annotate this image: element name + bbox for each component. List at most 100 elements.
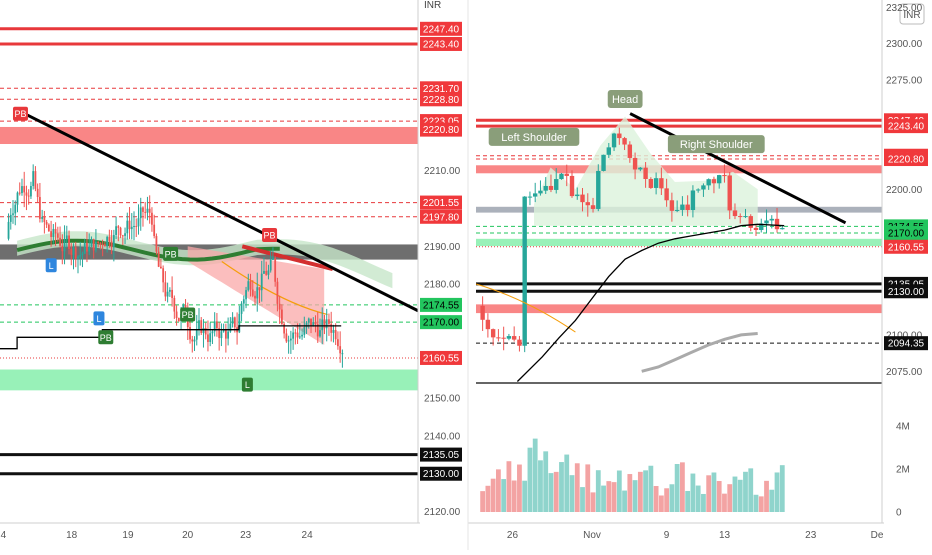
- left-candle-body-68: [159, 266, 162, 269]
- left-candle-body-14: [39, 197, 41, 219]
- left-candle-body-119: [274, 258, 277, 282]
- left-marker-label-3: L: [96, 314, 101, 324]
- right-volume-bar-1: [485, 485, 491, 512]
- left-candle-body-137: [314, 322, 317, 325]
- right-volume-bar-33: [653, 486, 659, 512]
- left-candle-body-82: [191, 339, 194, 342]
- left-candle-body-33: [81, 253, 84, 256]
- right-candle-body-43: [706, 179, 711, 186]
- left-candle-body-86: [200, 320, 203, 333]
- left-candle-body-65: [153, 224, 156, 237]
- left-candle-body-7: [23, 186, 26, 193]
- right-x-tick-3: 13: [719, 530, 731, 541]
- right-volume-bar-29: [632, 480, 638, 512]
- left-price-label-7: 2197.80: [423, 212, 460, 223]
- right-price-label-9: 2094.35: [888, 339, 925, 350]
- left-price-label-10: 2160.55: [423, 353, 460, 364]
- right-candle-body-36: [669, 200, 675, 211]
- left-candle-body-66: [155, 236, 158, 252]
- left-y-tick-4: 2140.00: [424, 431, 461, 442]
- left-candle-body-113: [260, 273, 263, 291]
- left-axis-bg: [418, 0, 468, 523]
- right-volume-bar-24: [606, 481, 612, 512]
- left-candle-body-121: [278, 303, 281, 310]
- right-price-box-3: [884, 152, 928, 167]
- left-candle-body-53: [126, 220, 129, 234]
- left-candle-body-10: [30, 186, 32, 197]
- right-price-label-6: 2160.55: [888, 242, 925, 253]
- left-candle-body-89: [207, 334, 209, 342]
- left-trendline: [16, 108, 419, 313]
- right-candle-body-35: [664, 188, 669, 201]
- left-price-label-3: 2228.80: [423, 95, 460, 106]
- right-y-tick-1: 2300.00: [886, 39, 923, 50]
- left-candle-body-83: [193, 339, 196, 342]
- left-marker-label-4: PB: [100, 333, 112, 343]
- left-price-box-3: [420, 92, 462, 107]
- left-candle-body-139: [319, 330, 321, 337]
- left-candle-body-96: [222, 329, 225, 332]
- left-candle-body-42: [101, 244, 104, 246]
- right-volume-bar-49: [737, 479, 743, 512]
- left-x-tick-2: 19: [122, 530, 134, 541]
- right-price-box-1: [884, 119, 928, 134]
- left-price-box-7: [420, 209, 462, 224]
- left-price-label-11: 2135.05: [423, 450, 460, 461]
- left-candle-body-63: [148, 208, 151, 213]
- right-volume-bar-0: [480, 491, 486, 512]
- left-candle-body-43: [103, 244, 106, 247]
- right-volume-bar-5: [506, 461, 512, 512]
- right-candle-body-37: [674, 209, 680, 211]
- right-candle-body-34: [659, 178, 664, 189]
- left-price-box-1: [420, 36, 462, 51]
- left-candle-body-109: [251, 289, 254, 296]
- left-candle-body-123: [283, 323, 286, 334]
- right-volume-bar-46: [722, 493, 727, 512]
- right-volume-tick-2: 0: [896, 508, 902, 519]
- left-candle-body-37: [90, 238, 93, 247]
- left-candle-body-55: [130, 226, 133, 230]
- left-candle-body-133: [305, 322, 308, 328]
- right-candle-body-38: [680, 204, 685, 210]
- right-volume-bar-2: [490, 478, 496, 512]
- left-candle-body-36: [88, 246, 91, 252]
- left-candle-body-60: [142, 207, 144, 212]
- right-candle-body-17: [569, 175, 575, 197]
- right-volume-bar-52: [753, 494, 759, 512]
- left-candle-body-34: [83, 242, 86, 254]
- left-price-box-6: [420, 195, 462, 210]
- right-volume-bar-6: [511, 480, 517, 512]
- right-currency-box: [899, 3, 925, 25]
- left-candle-body-73: [171, 289, 174, 298]
- right-volume-bar-14: [553, 471, 559, 512]
- left-price-box-11: [420, 447, 462, 462]
- left-price-label-1: 2243.40: [423, 39, 460, 50]
- left-candle-body-40: [97, 241, 100, 244]
- left-candle-body-126: [289, 338, 292, 341]
- right-zone-0: [476, 165, 882, 174]
- right-volume-bar-39: [685, 490, 691, 512]
- left-price-label-6: 2201.55: [423, 198, 460, 209]
- left-candle-body-25: [63, 239, 66, 252]
- left-candle-body-115: [265, 270, 268, 275]
- left-price-label-0: 2247.40: [423, 24, 460, 35]
- right-currency-label: INR: [903, 10, 920, 21]
- right-volume-bar-18: [574, 463, 580, 512]
- right-pattern-label-1: Head: [612, 94, 638, 106]
- right-volume-bar-45: [716, 481, 722, 512]
- left-candle-body-23: [59, 237, 61, 246]
- left-price-label-12: 2130.00: [423, 469, 460, 480]
- right-price-box-8: [884, 284, 928, 299]
- right-ma-orange: [475, 283, 576, 333]
- right-candle-body-46: [722, 175, 727, 177]
- right-zone-3: [476, 304, 882, 314]
- right-candle-body-11: [538, 190, 543, 194]
- right-candle-body-0: [480, 305, 485, 320]
- left-candle-body-24: [61, 245, 64, 252]
- left-price-label-4: 2223.05: [423, 117, 460, 128]
- right-candle-body-1: [485, 319, 491, 330]
- left-candle-body-48: [115, 226, 117, 235]
- left-candle-body-49: [117, 226, 120, 228]
- right-candle-body-26: [617, 133, 622, 139]
